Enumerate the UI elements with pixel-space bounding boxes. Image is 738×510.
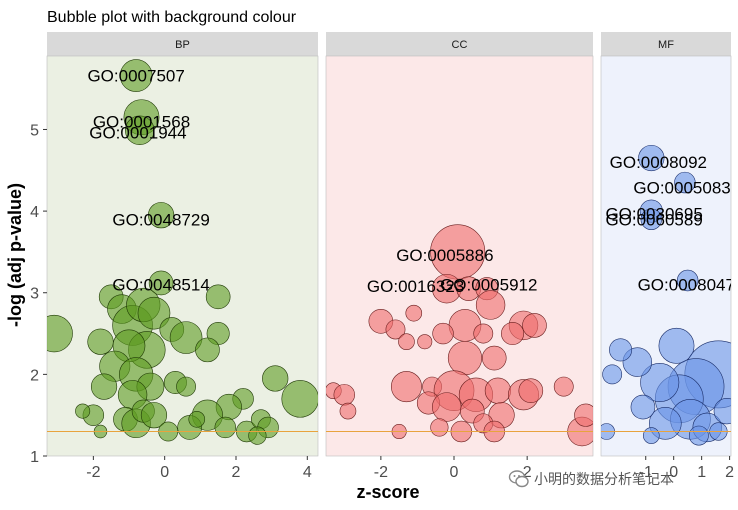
bubble [658,327,695,364]
bubble [640,208,663,230]
x-tick-label: -1 [639,464,653,481]
bubble [385,319,406,340]
bubble [75,403,91,419]
bubble [431,392,462,422]
x-tick-label: 4 [303,464,312,481]
go-term-label: GO:0048729 [112,210,209,229]
x-tick-label: 2 [725,464,734,481]
bubble [640,363,680,403]
bubble [169,321,203,354]
bubble [484,377,512,404]
y-tick-label: 5 [30,122,39,139]
go-term-label: GO:0005083 [633,178,730,197]
bubble [176,376,196,397]
bubble [195,337,220,363]
bubble [432,322,454,345]
x-tick-label: 0 [160,464,169,481]
y-tick-label: 4 [30,204,39,221]
x-tick-label: 0 [669,464,678,481]
x-tick-label: 2 [523,464,532,481]
bubble [609,338,633,362]
strip-bg [47,32,318,56]
bubble [688,425,709,446]
bubble [214,416,236,439]
y-tick-label: 2 [30,367,39,384]
go-term-label: GO:0007507 [87,67,184,86]
bubble [676,269,699,292]
bubble [148,270,174,296]
bubble [205,284,231,310]
go-term-label: GO:0048514 [112,276,209,295]
x-axis-title: z-score [356,482,419,502]
bubble [713,398,731,425]
bubble [518,378,544,403]
strip-bg [326,32,593,56]
y-axis: 1 2 3 4 5 [30,122,47,466]
y-axis-title: -log (adj p-value) [5,183,25,327]
x-tick-label: 2 [232,464,241,481]
bubble [248,426,267,445]
bubble [119,59,153,92]
go-term-label: GO:0005886 [396,246,493,265]
bubble [333,384,355,406]
go-term-label: GO:0008047 [638,276,735,295]
bubble [262,365,289,392]
bubble [405,304,423,322]
x-tick-label: 1 [697,464,706,481]
bubble [87,328,114,355]
bubble [390,371,422,403]
y-tick-label: 3 [30,286,39,303]
watermark: 小明的数据分析笔记本 [508,466,674,492]
x-tick-label: -2 [86,464,100,481]
go-term-label: GO:0030695 [605,205,702,224]
bubble [140,402,168,429]
x-tick-label: 0 [450,464,459,481]
bubble [398,333,415,351]
go-term-label: GO:0060589 [605,210,702,229]
bubble [473,323,494,344]
go-term-label: GO:0016323 [367,277,464,296]
bubble [602,364,623,385]
bubble [281,380,318,418]
bubble [47,314,73,353]
plot-title: Bubble plot with background colour [47,9,297,26]
y-tick-label: 1 [30,449,39,466]
bubble [475,290,506,320]
go-term-label: GO:0005912 [440,276,537,295]
bubble [481,345,507,371]
bubble [630,394,656,420]
panel-mf: MF GO:0008092 GO:0005083 GO:0030695GO:00605… [600,32,735,481]
bubble [430,418,449,437]
strip-bg [601,32,731,56]
go-term-label: GO:0001944 [89,124,186,143]
wechat-icon [508,470,529,488]
watermark-text: 小明的数据分析笔记本 [534,472,674,488]
bubble [188,410,206,428]
bubble [522,313,547,338]
bubble [148,202,175,229]
bubble [137,296,171,330]
strip-label: CC [452,39,468,51]
bubble [501,322,525,346]
bubble [643,427,660,444]
bubble [417,334,433,350]
bubble [574,403,593,427]
strip-label: MF [658,39,674,51]
bubble [90,373,118,400]
strip-label: BP [175,39,190,51]
bubble [447,340,483,376]
bubble [339,402,357,420]
bubble [125,115,155,145]
x-tick-label: -2 [374,464,388,481]
go-term-label: GO:0008092 [610,153,707,172]
bubble [553,376,574,397]
bubble [638,144,665,172]
go-term-label: GO:0001568 [93,112,190,131]
bubble [674,171,696,194]
